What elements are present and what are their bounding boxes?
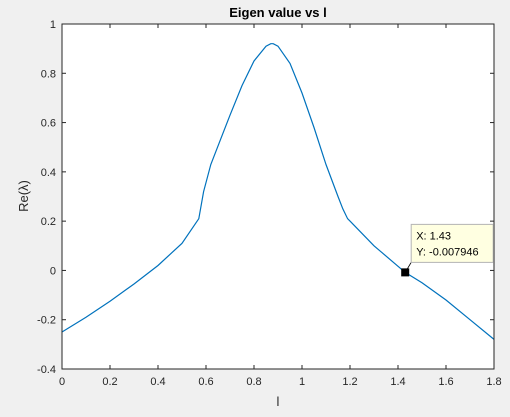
datatip-y-text: Y: -0.007946 bbox=[416, 246, 478, 258]
x-tick-label: 1 bbox=[299, 376, 305, 388]
chart-title: Eigen value vs l bbox=[229, 5, 327, 20]
y-tick-label: 1 bbox=[50, 19, 56, 31]
y-tick-label: -0.2 bbox=[37, 315, 56, 327]
x-tick-label: 1.4 bbox=[390, 376, 405, 388]
plot-background bbox=[62, 24, 494, 369]
y-tick-label: 0.4 bbox=[41, 167, 56, 179]
y-tick-label: 0.2 bbox=[41, 216, 56, 228]
x-tick-label: 0.4 bbox=[150, 376, 165, 388]
tick-marks bbox=[61, 23, 495, 370]
x-tick-label: 1.8 bbox=[486, 376, 501, 388]
datatip-x-text: X: 1.43 bbox=[416, 230, 451, 242]
datatip-marker[interactable] bbox=[401, 268, 410, 277]
datatip-box[interactable] bbox=[410, 223, 494, 263]
y-tick-label: -0.4 bbox=[37, 364, 56, 376]
x-tick-label: 0.2 bbox=[102, 376, 117, 388]
x-tick-label: 0.8 bbox=[246, 376, 261, 388]
y-tick-label: 0.6 bbox=[41, 118, 56, 130]
tick-labels: 0 0.2 0.4 0.6 0.8 1 1.2 1.4 1.6 1.8 -0.4 -0.2 0 0.2 0.… bbox=[37, 19, 502, 388]
x-tick-label: 1.2 bbox=[342, 376, 357, 388]
y-tick-label: 0 bbox=[50, 265, 56, 277]
x-tick-label: 1.6 bbox=[438, 376, 453, 388]
series-line bbox=[61, 43, 495, 340]
datatip[interactable]: X: 1.43 Y: -0.007946 bbox=[401, 223, 494, 277]
y-tick-label: 0.8 bbox=[41, 68, 56, 80]
plot-frame bbox=[61, 23, 495, 370]
x-axis-label: l bbox=[277, 394, 280, 409]
x-tick-label: 0 bbox=[59, 376, 65, 388]
x-tick-label: 0.6 bbox=[198, 376, 213, 388]
y-axis-label: Re(λ) bbox=[16, 180, 31, 212]
